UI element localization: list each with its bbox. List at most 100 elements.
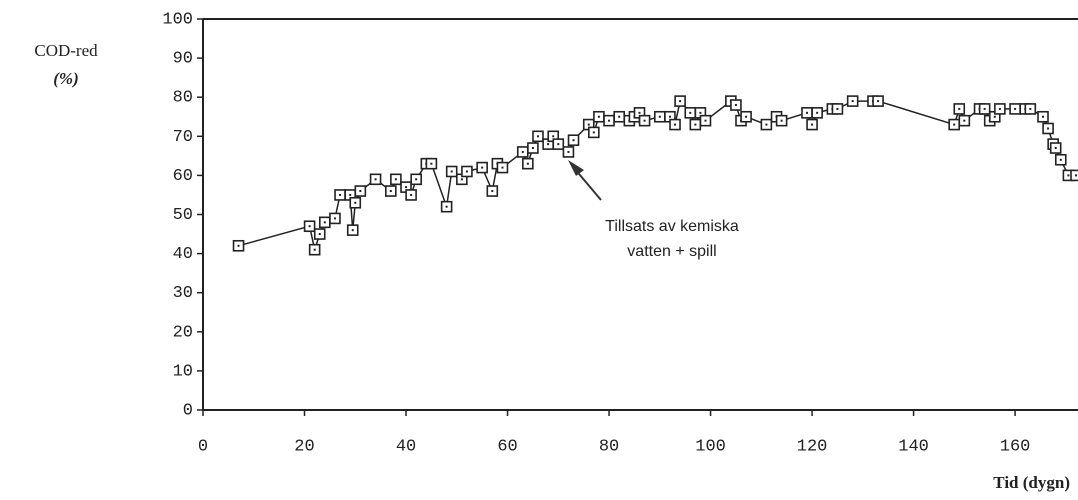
marker-dot [572, 139, 575, 142]
marker-dot [745, 115, 748, 118]
data-point [801, 107, 813, 119]
y-tick-label: 50 [173, 206, 193, 225]
y-tick-label: 10 [173, 362, 193, 381]
data-point [613, 110, 625, 123]
marker-dot [318, 233, 321, 236]
data-point [303, 220, 316, 233]
data-point [329, 212, 341, 225]
marker-dot [557, 143, 560, 146]
data-point [846, 95, 859, 107]
y-tick-label: 40 [173, 245, 193, 264]
marker-dot [668, 115, 671, 118]
data-point [958, 114, 971, 127]
data-point [405, 189, 417, 201]
marker-dot [1059, 158, 1062, 161]
marker-dot [658, 115, 661, 118]
x-tick-label: 160 [1000, 437, 1031, 456]
y-tick-label: 30 [173, 284, 193, 303]
data-point [552, 138, 565, 150]
marker-dot [536, 135, 539, 138]
marker-dot [465, 170, 468, 173]
y-tick-label: 0 [183, 401, 193, 420]
y-tick-label: 80 [173, 89, 193, 108]
y-tick-label: 100 [162, 10, 193, 29]
marker-dot [587, 123, 590, 126]
marker-dot [339, 193, 342, 196]
marker-dot [521, 150, 524, 153]
x-tick-label: 100 [695, 437, 726, 456]
marker-dot [349, 193, 352, 196]
data-point [699, 114, 712, 127]
marker-dot [1047, 127, 1050, 130]
data-point [669, 118, 681, 131]
x-tick-label: 80 [599, 437, 619, 456]
marker-dot [1014, 107, 1017, 110]
marker-dot [638, 111, 641, 114]
marker-dot [851, 100, 854, 103]
data-point [603, 114, 615, 127]
data-point [638, 114, 651, 127]
data-point [730, 99, 742, 111]
marker-dot [526, 162, 529, 165]
data-point [994, 103, 1006, 115]
data-point [1024, 103, 1037, 115]
marker-dot [1042, 115, 1045, 118]
data-point [953, 103, 966, 115]
data-point [527, 142, 539, 154]
y-tick-label: 70 [173, 128, 193, 147]
data-point [334, 189, 346, 201]
marker-dot [547, 143, 550, 146]
data-point [496, 161, 509, 174]
marker-dot [877, 100, 880, 103]
x-tick-label: 120 [797, 437, 828, 456]
data-point [1049, 142, 1062, 154]
marker-dot [430, 162, 433, 165]
x-tick-label: 60 [497, 437, 517, 456]
marker-dot [780, 119, 783, 122]
marker [1070, 169, 1078, 182]
marker-dot [354, 201, 357, 204]
marker-dot [308, 225, 311, 228]
data-point [308, 243, 321, 256]
marker-dot [374, 178, 377, 181]
marker-dot [394, 178, 397, 181]
y-tick-label: 90 [173, 50, 193, 69]
marker-dot [643, 119, 646, 122]
y-tick-label: 20 [173, 323, 193, 342]
marker-dot [805, 111, 808, 114]
marker-dot [460, 178, 463, 181]
marker-dot [415, 178, 418, 181]
marker-dot [963, 119, 966, 122]
marker-dot [1075, 174, 1077, 177]
data-point [522, 157, 534, 170]
marker-dot [597, 115, 600, 118]
marker-dot [953, 123, 956, 126]
marker-dot [811, 123, 814, 126]
marker-dot [552, 135, 555, 138]
marker-dot [816, 111, 819, 114]
marker-dot [958, 107, 961, 110]
marker-dot [765, 123, 768, 126]
marker-dot [410, 193, 413, 196]
data-point [654, 110, 666, 123]
x-tick-label: 40 [396, 437, 416, 456]
data-point [445, 165, 458, 178]
data-point [1054, 153, 1067, 166]
data-point [740, 110, 752, 123]
x-tick-label: 0 [198, 437, 208, 456]
marker-dot [983, 107, 986, 110]
marker-dot [699, 111, 702, 114]
data-point [425, 157, 438, 170]
data-point [313, 228, 326, 240]
marker-dot [689, 111, 692, 114]
x-tick-label: 20 [294, 437, 314, 456]
data-point [349, 196, 362, 209]
marker-dot [313, 248, 316, 251]
marker-dot [694, 123, 697, 126]
data-point [354, 185, 367, 197]
marker-dot [481, 166, 484, 169]
marker-dot [618, 115, 621, 118]
data-point [1070, 169, 1078, 182]
marker-dot [1054, 147, 1057, 150]
